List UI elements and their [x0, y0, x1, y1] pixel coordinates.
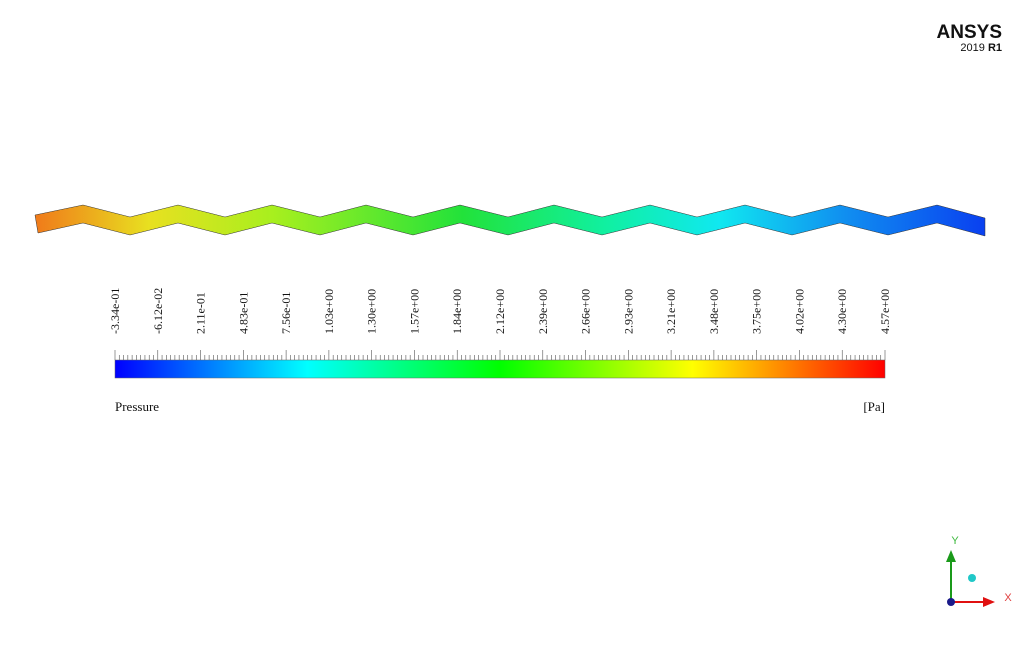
- tick-label: 2.66e+00: [579, 289, 593, 334]
- tick-label: 3.48e+00: [707, 289, 721, 334]
- tick-label: 3.21e+00: [664, 289, 678, 334]
- colorbar-labels: -3.34e-01 -6.12e-02 2.11e-01 4.83e-01 7.56e-…: [108, 288, 892, 334]
- triad-x: X: [1004, 592, 1012, 604]
- tick-label: 3.75e+00: [750, 289, 764, 334]
- tick-label: 2.11e-01: [194, 292, 208, 334]
- tick-label: 4.30e+00: [835, 289, 849, 334]
- tick-label: 1.84e+00: [450, 289, 464, 334]
- tick-label: 1.30e+00: [365, 289, 379, 334]
- logo-version: 2019 R1: [960, 42, 1002, 54]
- geometry-contour: [34, 204, 986, 237]
- tick-label: 2.12e+00: [493, 289, 507, 334]
- colorbar-unit: [Pa]: [863, 399, 885, 414]
- axis-triad: Y X: [946, 535, 1012, 607]
- colorbar-title: Pressure: [115, 399, 159, 414]
- tick-label: 4.57e+00: [878, 289, 892, 334]
- tick-label: -6.12e-02: [151, 288, 165, 334]
- tick-label: 7.56e-01: [279, 292, 293, 334]
- colorbar-ticks: [114, 350, 886, 360]
- colorbar: [114, 359, 886, 379]
- tick-label: -3.34e-01: [108, 288, 122, 334]
- logo-brand: ANSYS: [937, 22, 1002, 43]
- tick-label: 1.03e+00: [322, 289, 336, 334]
- tick-label: 4.83e-01: [236, 292, 250, 334]
- tick-label: 4.02e+00: [792, 289, 806, 334]
- tick-label: 1.57e+00: [407, 289, 421, 334]
- tick-label: 2.93e+00: [621, 289, 635, 334]
- tick-label: 2.39e+00: [536, 289, 550, 334]
- triad-y: Y: [951, 535, 959, 547]
